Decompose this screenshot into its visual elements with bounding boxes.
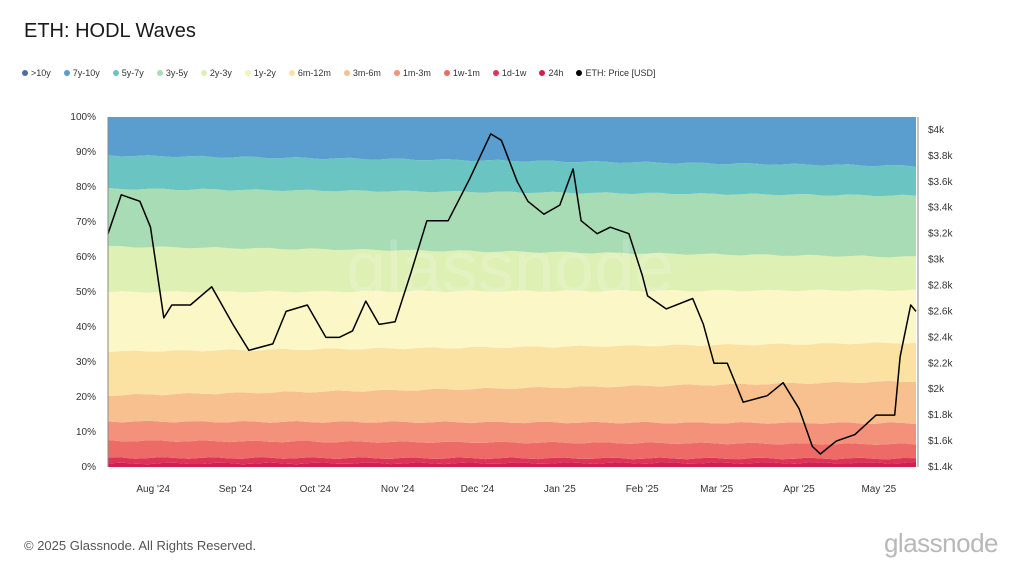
x-tick-label: Mar '25 <box>700 484 733 495</box>
legend-item[interactable]: 1w-1m <box>443 68 480 78</box>
legend-dot-icon <box>393 70 400 76</box>
legend-label: 2y-3y <box>209 68 232 78</box>
legend-dot-icon <box>492 70 499 76</box>
chart-title: ETH: HODL Waves <box>24 20 196 42</box>
legend-dot-icon <box>576 70 583 76</box>
bands-layer <box>108 117 916 467</box>
band-1w-1m <box>108 440 916 460</box>
y-right-tick-label: $3k <box>928 255 945 266</box>
x-tick-label: Jan '25 <box>544 484 576 495</box>
y-right-tick-label: $3.4k <box>928 203 953 214</box>
y-right-tick-label: $1.8k <box>928 410 953 421</box>
band-1y-2y <box>108 289 916 353</box>
y-right-tick-label: $3.6k <box>928 177 953 188</box>
legend-dot-icon <box>63 70 70 76</box>
legend-label: 1m-3m <box>402 68 431 78</box>
legend-item[interactable]: 5y-7y <box>112 68 144 78</box>
legend-dot-icon <box>156 70 163 76</box>
legend-item[interactable]: 1m-3m <box>393 68 431 78</box>
copyright-footer: © 2025 Glassnode. All Rights Reserved. <box>24 538 257 553</box>
y-left-tick-label: 90% <box>76 147 96 158</box>
y-right-tick-label: $4k <box>928 125 945 136</box>
legend-label: 5y-7y <box>121 68 144 78</box>
y-left-tick-label: 80% <box>76 182 96 193</box>
y-left-tick-label: 10% <box>76 427 96 438</box>
legend-dot-icon <box>244 70 251 76</box>
band-24h <box>108 461 916 467</box>
legend-dot-icon <box>343 70 350 76</box>
y-left-tick-label: 0% <box>82 462 97 473</box>
y-right-tick-label: $2.4k <box>928 332 953 343</box>
legend-item[interactable]: 1d-1w <box>492 68 527 78</box>
x-tick-label: Aug '24 <box>136 484 170 495</box>
legend-label: 7y-10y <box>72 68 100 78</box>
y-right-tick-label: $2k <box>928 384 945 395</box>
x-tick-label: Nov '24 <box>381 484 415 495</box>
legend-dot-icon <box>288 70 295 76</box>
y-left-tick-label: 70% <box>76 217 96 228</box>
axes-layer: 0% 10% 20% 30% 40% 50% 60% 70% 80% 90% 100% $1.4k $1… <box>70 112 953 495</box>
band-6m-12m <box>108 342 916 396</box>
y-left-tick-label: 30% <box>76 357 96 368</box>
legend-label: 6m-12m <box>297 68 331 78</box>
y-right-tick-label: $2.2k <box>928 358 953 369</box>
legend-label: 24h <box>548 68 564 78</box>
legend-dot-icon <box>22 70 28 76</box>
legend-label: >10y <box>31 68 51 78</box>
y-right-tick-label: $1.6k <box>928 436 953 447</box>
legend-dot-icon <box>200 70 207 76</box>
brand-logo: glassnode <box>883 528 999 558</box>
legend-item[interactable]: 3y-5y <box>156 68 188 78</box>
legend-label: 3m-6m <box>352 68 381 78</box>
x-tick-label: Feb '25 <box>626 484 659 495</box>
legend-dot-icon <box>443 70 450 76</box>
band-2y-3y <box>108 245 916 293</box>
legend-item[interactable]: 7y-10y <box>63 68 100 78</box>
band-1m-3m <box>108 420 916 445</box>
x-tick-label: Apr '25 <box>783 484 815 495</box>
legend-label: 1w-1m <box>452 68 480 78</box>
y-right-tick-label: $1.4k <box>928 462 953 473</box>
legend-dot-icon <box>112 70 119 76</box>
price-layer <box>107 133 917 455</box>
x-tick-label: Dec '24 <box>461 484 495 495</box>
y-right-tick-label: $2.6k <box>928 306 953 317</box>
legend-item[interactable]: 2y-3y <box>200 68 232 78</box>
band-1d-1w <box>108 457 916 465</box>
band-5y-7y <box>108 155 916 197</box>
legend-item[interactable]: 6m-12m <box>288 68 331 78</box>
y-right-tick-label: $3.2k <box>928 229 953 240</box>
legend-label: 1d-1w <box>501 68 527 78</box>
band-3y-5y <box>108 187 916 258</box>
legend-item[interactable]: 24h <box>539 68 563 78</box>
legend-item[interactable]: ETH: Price [USD] <box>576 68 655 78</box>
legend-label: 1y-2y <box>253 68 276 78</box>
watermark: glassnode <box>346 228 674 308</box>
legend-dot-icon <box>539 70 546 76</box>
legend-item[interactable]: 1y-2y <box>244 68 276 78</box>
y-left-tick-label: 100% <box>70 112 96 123</box>
legend-label: ETH: Price [USD] <box>585 68 656 78</box>
legend-label: 3y-5y <box>165 68 188 78</box>
x-tick-label: May '25 <box>861 484 896 495</box>
band-7y-10y <box>108 117 916 167</box>
x-tick-label: Sep '24 <box>219 484 253 495</box>
legend: >10y 7y-10y 5y-7y 3y-5y 2y-3y 1y-2y 6m-12m 3m-6… <box>22 68 655 78</box>
y-right-tick-label: $3.8k <box>928 151 953 162</box>
y-right-tick-label: $2.8k <box>928 281 953 292</box>
y-left-tick-label: 20% <box>76 392 96 403</box>
price-line <box>107 133 917 455</box>
legend-item[interactable]: 3m-6m <box>343 68 381 78</box>
legend-item[interactable]: >10y <box>22 68 51 78</box>
x-tick-label: Oct '24 <box>300 484 332 495</box>
y-left-tick-label: 60% <box>76 252 96 263</box>
y-left-tick-label: 40% <box>76 322 96 333</box>
y-left-tick-label: 50% <box>76 287 96 298</box>
band-3m-6m <box>108 380 916 425</box>
